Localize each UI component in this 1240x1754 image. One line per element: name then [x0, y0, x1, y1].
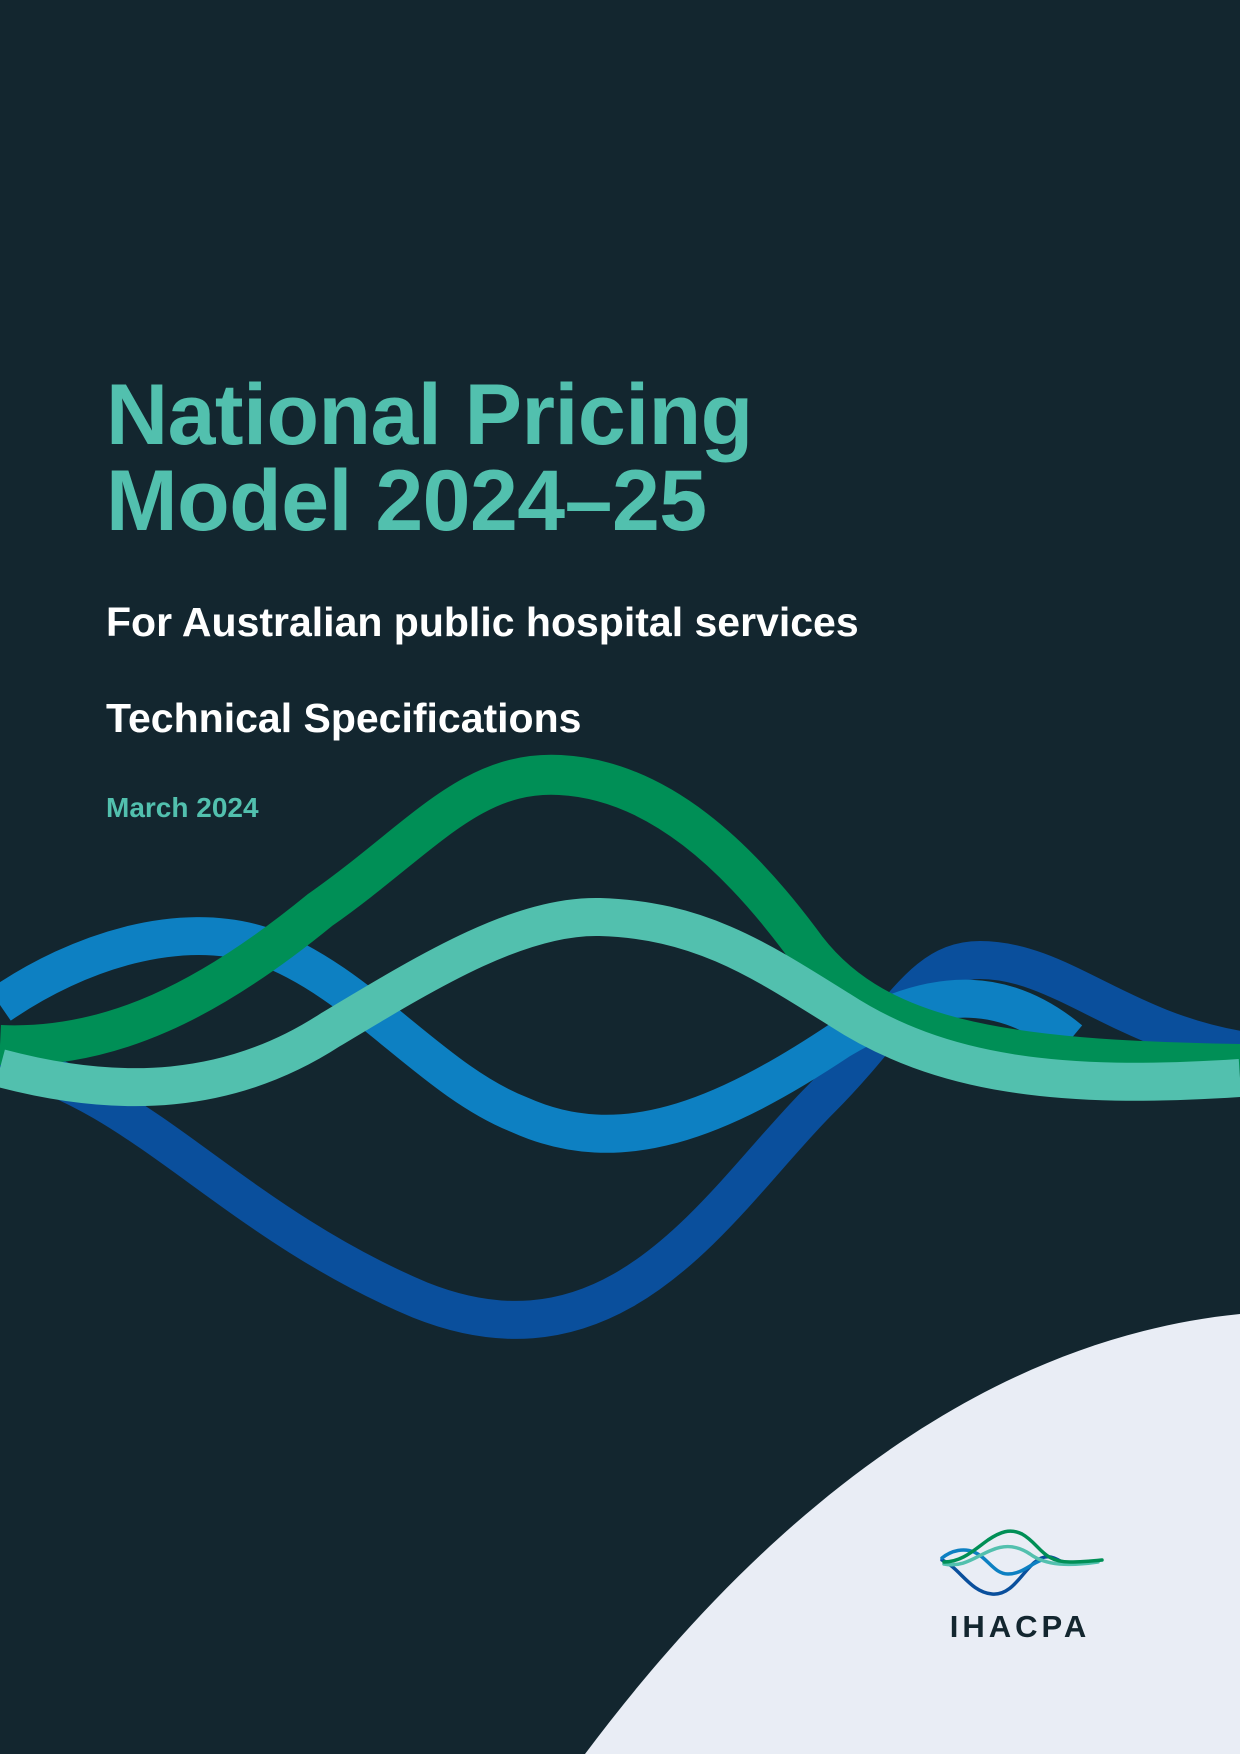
logo-wave-light-blue: [940, 1548, 1044, 1576]
ihacpa-logo: IHACPA: [930, 1510, 1130, 1650]
document-type: Technical Specifications: [106, 695, 582, 741]
publication-date: March 2024: [106, 792, 259, 823]
page-title: National Pricing Model 2024–25: [106, 372, 753, 544]
logo-wave-teal: [942, 1544, 1100, 1567]
wave-green: [0, 754, 1240, 1084]
corner-panel: [585, 1314, 1240, 1754]
logo-wave-green: [942, 1529, 1104, 1564]
title-line-2: Model 2024–25: [106, 453, 707, 549]
subtitle: For Australian public hospital services: [106, 599, 859, 645]
wave-dark-blue: [0, 940, 1240, 1339]
title-line-1: National Pricing: [106, 367, 753, 463]
wave-lines-logo-icon: [940, 1529, 1104, 1596]
logo-wordmark: IHACPA: [949, 1609, 1091, 1644]
wave-teal: [0, 897, 1240, 1107]
